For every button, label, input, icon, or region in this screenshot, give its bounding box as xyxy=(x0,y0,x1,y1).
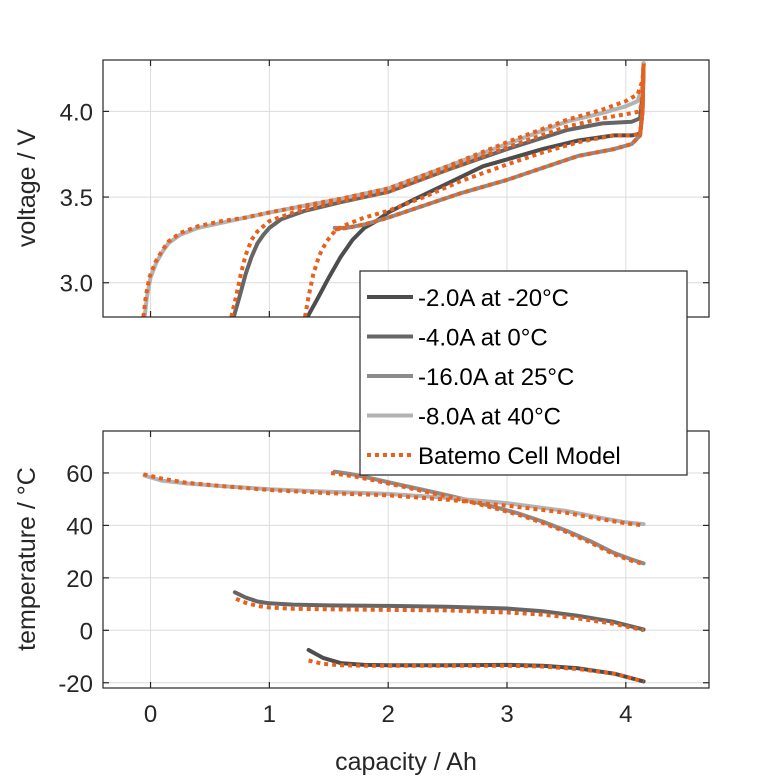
temperature-model-curve-1 xyxy=(308,658,645,684)
legend-label: -4.0A at 0°C xyxy=(418,325,548,352)
voltage-model-curve-1 xyxy=(303,63,646,317)
voltage-ylabel: voltage / V xyxy=(13,129,41,247)
legend-entry: -8.0A at 40°C xyxy=(367,404,561,431)
voltage-series-2-0a-at-20-c xyxy=(305,61,646,317)
capacity-xtick-label: 2 xyxy=(381,701,394,728)
legend-box xyxy=(359,270,688,476)
temperature-ytick-label: 0 xyxy=(80,618,93,645)
voltage-ytick-labels: 3.0 3.5 4.0 xyxy=(60,99,93,297)
capacity-xtick-label: 0 xyxy=(144,701,157,728)
capacity-xtick-label: 3 xyxy=(500,701,513,728)
temperature-model-curve-2 xyxy=(235,596,645,633)
legend-entry: -4.0A at 0°C xyxy=(367,325,548,352)
legend: -2.0A at -20°C -4.0A at 0°C -16.0A at 25°C… xyxy=(359,270,688,476)
capacity-xtick-label: 1 xyxy=(263,701,276,728)
legend-label: -8.0A at 40°C xyxy=(418,404,561,431)
temperature-ytick-label: -20 xyxy=(58,671,93,698)
temperature-series-4-0a-at-0-c xyxy=(232,590,646,632)
temperature-ytick-label: 60 xyxy=(66,461,93,488)
voltage-series xyxy=(141,61,646,317)
voltage-ytick-label: 3.0 xyxy=(60,271,93,298)
temperature-model-curve-4 xyxy=(142,472,644,528)
legend-label: -2.0A at -20°C xyxy=(418,285,569,312)
temperature-ytick-labels: -20 0 20 40 60 xyxy=(58,461,93,698)
temperature-ylabel: temperature / °C xyxy=(13,467,41,651)
legend-entry: Batemo Cell Model xyxy=(367,443,621,470)
temperature-series-16-0a-at-25-c xyxy=(332,469,646,566)
voltage-series-8-0a-at-40-c xyxy=(142,61,646,317)
voltage-ytick-label: 4.0 xyxy=(60,99,93,126)
voltage-ytick-label: 3.5 xyxy=(60,185,93,212)
legend-label: Batemo Cell Model xyxy=(418,443,621,470)
legend-entry: -16.0A at 25°C xyxy=(367,364,574,391)
voltage-model-curve-3 xyxy=(334,63,646,232)
capacity-xtick-label: 4 xyxy=(619,701,632,728)
temperature-ytick-label: 20 xyxy=(66,566,93,593)
capacity-xtick-labels: 0 1 2 3 4 xyxy=(144,701,633,728)
temperature-ytick-label: 40 xyxy=(66,513,93,540)
legend-entry: -2.0A at -20°C xyxy=(367,285,569,312)
legend-label: -16.0A at 25°C xyxy=(418,364,574,391)
capacity-xlabel: capacity / Ah xyxy=(335,748,477,776)
temperature-series xyxy=(142,469,646,684)
